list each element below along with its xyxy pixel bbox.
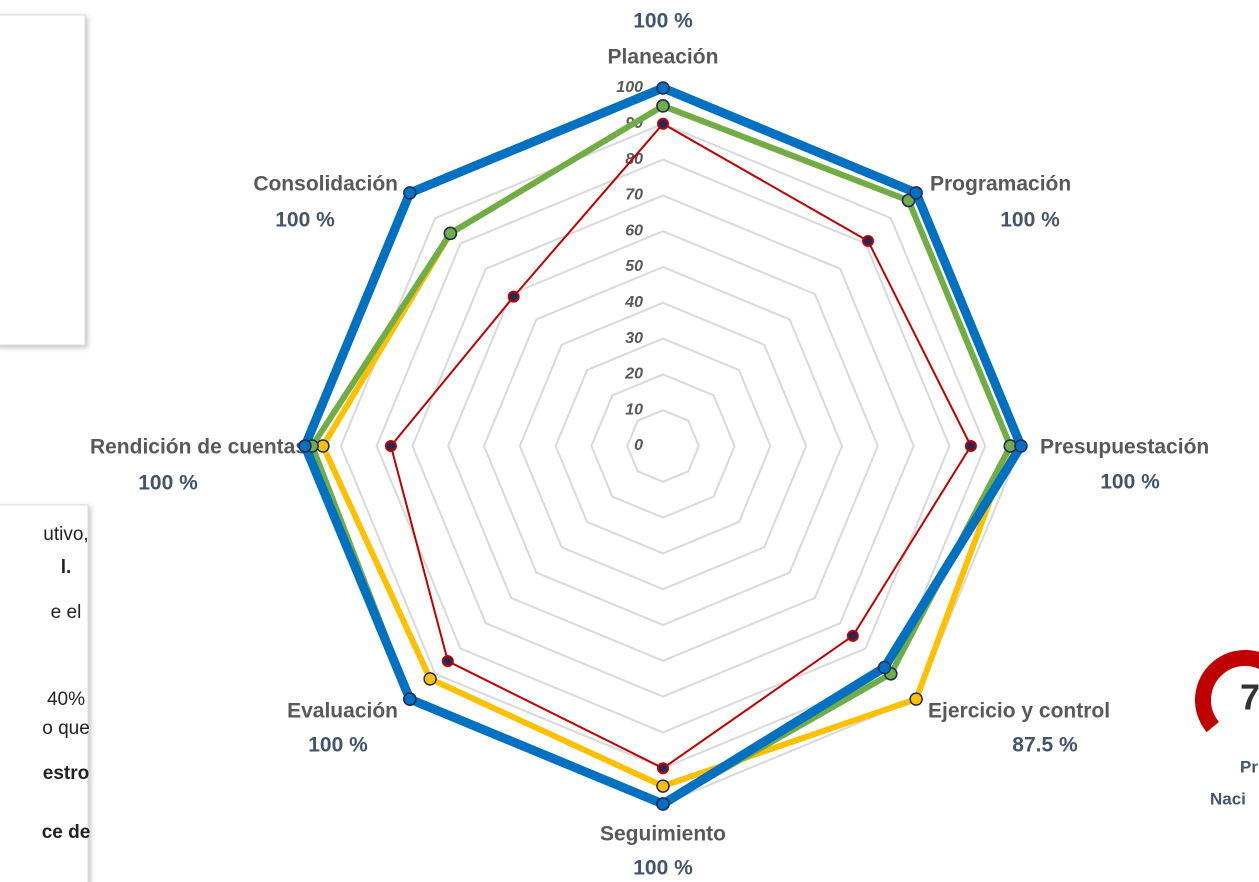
- data-point: [657, 798, 669, 810]
- value-label: 100 %: [1100, 471, 1160, 494]
- data-point: [404, 187, 416, 199]
- grid-ring: [520, 303, 806, 589]
- value-label: 100 %: [138, 472, 198, 495]
- text-box: [0, 15, 85, 345]
- tick-label: 70: [625, 187, 643, 204]
- category-label: Presupuestación: [1040, 436, 1209, 459]
- data-point: [910, 187, 922, 199]
- text-fragment: e el: [51, 602, 82, 623]
- text-fragment: l.: [61, 557, 72, 578]
- tick-label: 10: [625, 401, 643, 418]
- category-label: Programación: [930, 173, 1071, 196]
- tick-label: 60: [625, 222, 643, 239]
- tick-label: 20: [624, 366, 643, 383]
- data-point: [910, 693, 922, 705]
- grid-ring: [377, 160, 950, 733]
- data-point: [404, 693, 416, 705]
- donut-value: 7: [1240, 677, 1259, 718]
- category-label: Rendición de cuentas: [90, 436, 307, 459]
- tick-label: 0: [634, 437, 643, 454]
- category-label: Planeación: [608, 46, 719, 69]
- grid-ring: [484, 267, 842, 625]
- data-point: [444, 227, 456, 239]
- grid-ring: [412, 195, 913, 696]
- text-fragment: 40%: [47, 689, 85, 710]
- data-point: [863, 236, 873, 246]
- category-label: Ejercicio y control: [928, 700, 1110, 723]
- data-point: [443, 656, 453, 666]
- donut-caption: Pr: [1240, 757, 1258, 776]
- text-fragment: o que: [42, 718, 90, 739]
- chart: 0102030405060708090100PlaneaciónPrograma…: [0, 0, 1259, 882]
- grid-ring: [591, 374, 734, 517]
- text-fragment: ce de: [42, 822, 91, 843]
- tick-label: 30: [625, 330, 643, 347]
- category-label: Evaluación: [287, 700, 398, 723]
- data-point: [966, 441, 976, 451]
- text-fragment: utivo,: [43, 524, 88, 545]
- data-point: [657, 780, 669, 792]
- data-point: [658, 763, 668, 773]
- data-point: [1015, 440, 1027, 452]
- page: {"chart_data": {"type": "radar", "catego…: [0, 0, 1259, 882]
- data-point: [879, 662, 891, 674]
- tick-label: 50: [625, 258, 643, 275]
- data-point: [657, 100, 669, 112]
- donut-caption: Naci: [1210, 789, 1246, 808]
- value-label: 100 %: [633, 857, 693, 880]
- value-label: 100 %: [308, 734, 368, 757]
- tick-label: 40: [624, 294, 643, 311]
- value-label: 100 %: [1000, 209, 1060, 232]
- grid-ring: [556, 339, 771, 554]
- category-label: Consolidación: [253, 173, 398, 196]
- data-point: [509, 292, 519, 302]
- value-label: 100 %: [275, 209, 335, 232]
- category-label: Seguimiento: [600, 823, 726, 846]
- data-point: [386, 441, 396, 451]
- value-label: 100 %: [633, 10, 693, 33]
- data-point: [848, 631, 858, 641]
- data-point: [657, 82, 669, 94]
- data-point: [424, 673, 436, 685]
- data-point: [299, 440, 311, 452]
- value-label: 87.5 %: [1012, 734, 1078, 757]
- text-fragment: estro: [43, 763, 89, 784]
- data-point: [658, 119, 668, 129]
